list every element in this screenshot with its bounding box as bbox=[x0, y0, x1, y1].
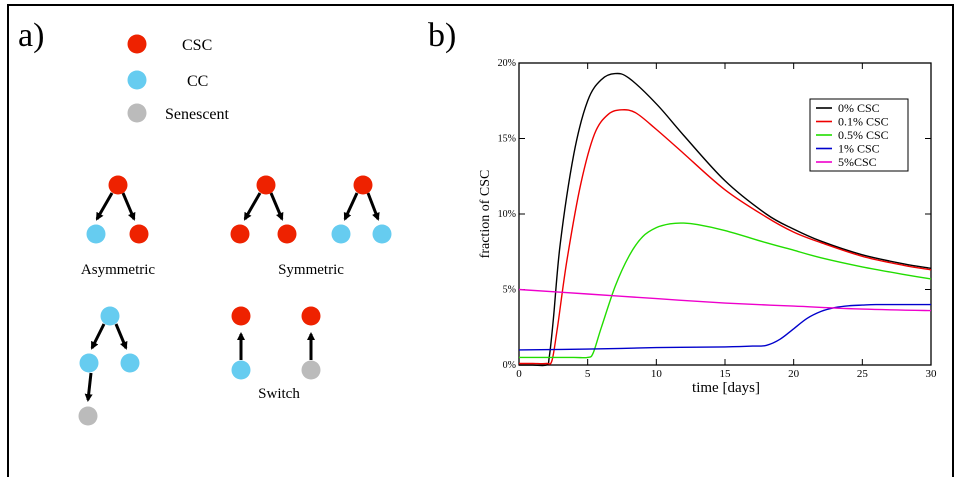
y-tick-label: 0% bbox=[503, 360, 516, 371]
cc-daughter-cell bbox=[120, 353, 140, 373]
csc-cell bbox=[301, 306, 321, 326]
y-axis-label: fraction of CSC bbox=[478, 170, 493, 259]
cc-daughter-cell bbox=[79, 353, 99, 373]
asymmetric-division-diagram: Asymmetric bbox=[81, 175, 155, 278]
symmetric-label: Symmetric bbox=[278, 262, 344, 278]
panel-a-label: a) bbox=[18, 17, 44, 54]
x-tick-label: 20 bbox=[788, 368, 800, 380]
panel-b-label: b) bbox=[428, 17, 456, 54]
cc-parent-cell bbox=[100, 306, 120, 326]
chart-series bbox=[518, 72, 932, 367]
y-tick-label: 10% bbox=[498, 209, 516, 220]
asymmetric-label: Asymmetric bbox=[81, 262, 155, 278]
legend-entry-label: 0.1% CSC bbox=[838, 115, 889, 129]
csc-parent-cell bbox=[108, 175, 128, 195]
x-tick-label: 25 bbox=[857, 368, 869, 380]
x-axis-ticks: 0 5 10 15 20 25 30 bbox=[516, 63, 937, 380]
series-line-4 bbox=[518, 288, 932, 312]
series-line-0 bbox=[519, 72, 932, 367]
cell-type-legend: CSC CC Senescent bbox=[127, 34, 230, 123]
csc-daughter-cell bbox=[277, 224, 297, 244]
cc-daughter-cell bbox=[331, 224, 351, 244]
series-line-3 bbox=[518, 303, 931, 351]
cc-daughter-cell bbox=[86, 224, 106, 244]
legend-entry-label: 5%CSC bbox=[838, 155, 877, 169]
y-tick-label: 20% bbox=[498, 58, 516, 69]
switch-diagram: Switch bbox=[231, 306, 321, 402]
symmetric-division-diagram: Symmetric bbox=[230, 175, 392, 278]
senescent-legend-label: Senescent bbox=[165, 106, 230, 123]
legend-entry-label: 1% CSC bbox=[838, 142, 880, 156]
senescent-cell bbox=[301, 360, 321, 380]
legend-entry-label: 0.5% CSC bbox=[838, 128, 889, 142]
csc-cell bbox=[231, 306, 251, 326]
csc-parent-cell bbox=[353, 175, 373, 195]
y-tick-label: 15% bbox=[498, 134, 516, 145]
cc-legend-dot bbox=[127, 70, 147, 90]
x-tick-label: 10 bbox=[651, 368, 663, 380]
cc-legend-label: CC bbox=[187, 73, 208, 90]
figure-border bbox=[7, 4, 954, 477]
cc-daughter-cell bbox=[372, 224, 392, 244]
csc-legend-dot bbox=[127, 34, 147, 54]
senescent-legend-dot bbox=[127, 103, 147, 123]
cc-cell bbox=[231, 360, 251, 380]
x-tick-label: 0 bbox=[516, 368, 522, 380]
switch-label: Switch bbox=[258, 386, 300, 402]
y-axis-ticks: 0% 5% 10% 15% 20% bbox=[498, 58, 931, 371]
y-tick-label: 5% bbox=[503, 285, 516, 296]
legend-entry-label: 0% CSC bbox=[838, 101, 880, 115]
cc-division-diagram bbox=[78, 306, 140, 426]
csc-daughter-cell bbox=[230, 224, 250, 244]
x-tick-label: 15 bbox=[720, 368, 732, 380]
csc-legend-label: CSC bbox=[182, 37, 212, 54]
x-tick-label: 30 bbox=[926, 368, 938, 380]
csc-daughter-cell bbox=[129, 224, 149, 244]
x-tick-label: 5 bbox=[585, 368, 591, 380]
senescent-cell bbox=[78, 406, 98, 426]
csc-parent-cell bbox=[256, 175, 276, 195]
series-line-2 bbox=[519, 222, 932, 359]
x-axis-label: time [days] bbox=[692, 380, 760, 396]
